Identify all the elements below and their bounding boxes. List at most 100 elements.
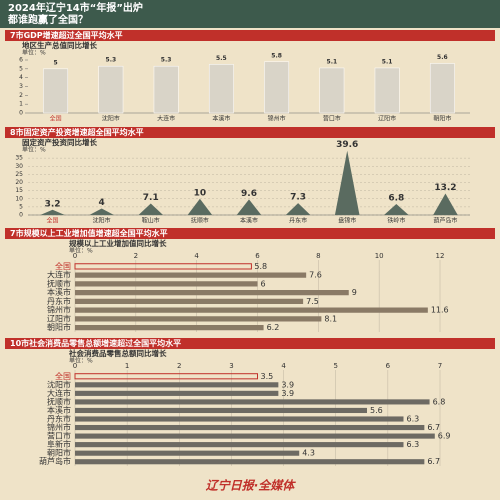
spike — [285, 203, 311, 215]
value-label: 5.6 — [370, 406, 383, 415]
value-label: 7.1 — [143, 193, 159, 203]
bar — [75, 382, 279, 388]
value-label: 8.1 — [324, 314, 337, 323]
bar — [75, 298, 304, 304]
value-label: 6.2 — [267, 323, 280, 332]
x-tick-label: 0 — [73, 252, 77, 260]
y-tick-label: 3 — [19, 83, 23, 90]
chart-title: 固定资产投资同比增长 — [22, 137, 97, 147]
value-label: 3.2 — [45, 199, 61, 209]
section-banner — [5, 228, 495, 239]
y-tick-label: 0 — [19, 212, 23, 219]
bar — [75, 325, 264, 331]
category-label: 锦州市 — [47, 422, 71, 432]
bar — [75, 316, 322, 322]
chart-title: 社会消费品零售总额同比增长 — [68, 348, 167, 358]
value-label: 6.3 — [407, 440, 420, 449]
bar — [75, 272, 307, 278]
footer: 辽宁日报·全媒体 — [206, 479, 297, 493]
chart-title: 规模以上工业增加值同比增长 — [69, 238, 167, 248]
x-tick-label: 本溪市 — [212, 115, 230, 123]
unit-label: 单位：% — [22, 49, 46, 57]
bar — [43, 68, 69, 114]
value-label: 5.3 — [106, 57, 117, 64]
bar — [319, 67, 345, 114]
value-label: 6.8 — [388, 193, 404, 203]
category-label: 大连市 — [47, 270, 71, 280]
category-label: 锦州市 — [47, 305, 71, 315]
value-label: 7.6 — [309, 271, 322, 280]
x-tick-label: 6 — [255, 252, 260, 260]
spike — [187, 198, 213, 215]
value-label: 5 — [54, 59, 58, 66]
section-heading: 10市社会消费品零售总额增速超过全国平均水平 — [10, 338, 181, 348]
value-label: 13.2 — [434, 183, 456, 193]
x-tick-label: 10 — [375, 252, 384, 260]
x-tick-label: 4 — [281, 362, 286, 370]
bar — [98, 65, 124, 114]
value-label: 6.3 — [407, 415, 420, 424]
value-label: 5.6 — [437, 54, 448, 61]
x-tick-label: 1 — [125, 362, 129, 370]
value-label: 5.8 — [254, 262, 267, 271]
x-tick-label: 0 — [73, 362, 77, 370]
value-label: 5.1 — [327, 58, 338, 65]
category-label: 朝阳市 — [47, 448, 71, 458]
bar — [75, 290, 349, 296]
bar — [74, 373, 258, 380]
bar — [153, 65, 179, 114]
category-label: 抚顺市 — [47, 396, 71, 406]
category-label: 葫芦岛市 — [39, 456, 71, 466]
bar — [75, 390, 279, 396]
x-tick-label: 全国 — [47, 217, 59, 225]
category-label: 丹东市 — [47, 296, 71, 306]
section-heading: 7市规模以上工业增加值增速超全国平均水平 — [10, 228, 168, 238]
value-label: 6.7 — [427, 423, 440, 432]
x-tick-label: 本溪市 — [240, 217, 258, 225]
y-tick-label: 1 — [19, 101, 23, 108]
x-tick-label: 5 — [333, 362, 337, 370]
category-label: 本溪市 — [47, 287, 71, 297]
category-label: 抚顺市 — [47, 278, 71, 288]
value-label: 5.3 — [161, 57, 172, 64]
bar — [75, 399, 430, 405]
value-label: 3.9 — [281, 389, 294, 398]
value-label: 6.7 — [427, 457, 440, 466]
x-tick-label: 沈阳市 — [102, 115, 120, 123]
bar — [74, 263, 252, 270]
x-tick-label: 沈阳市 — [93, 217, 111, 225]
value-label: 6.9 — [438, 432, 451, 441]
spike — [433, 193, 458, 215]
chart-title: 地区生产总值同比增长 — [22, 40, 97, 50]
title-line: 都谁跑赢了全国？ — [7, 13, 88, 26]
x-tick-label: 锦州市 — [268, 115, 286, 123]
value-label: 9.6 — [241, 189, 257, 199]
bar — [75, 416, 404, 422]
x-tick-label: 3 — [229, 362, 233, 370]
x-tick-label: 2 — [177, 362, 181, 370]
value-label: 9 — [352, 288, 357, 297]
bar — [75, 281, 258, 287]
value-label: 7.5 — [306, 297, 319, 306]
section-banner — [5, 127, 495, 138]
y-tick-label: 5 — [19, 65, 23, 72]
bar — [264, 61, 290, 114]
x-tick-label: 盘锦市 — [338, 217, 356, 225]
x-tick-label: 大连市 — [157, 115, 175, 123]
category-label: 阜新市 — [47, 439, 71, 449]
value-label: 6.8 — [433, 397, 446, 406]
y-tick-label: 20 — [15, 179, 23, 186]
category-label: 朝阳市 — [47, 322, 71, 332]
x-tick-label: 6 — [386, 362, 391, 370]
value-label: 11.6 — [431, 306, 449, 315]
value-label: 10 — [194, 188, 207, 198]
value-label: 4 — [99, 198, 105, 208]
section-banner — [5, 30, 495, 41]
x-tick-label: 铁岭市 — [387, 217, 405, 225]
value-label: 4.3 — [302, 449, 315, 458]
value-label: 3.9 — [281, 380, 294, 389]
y-tick-label: 6 — [19, 57, 23, 64]
section-banner — [5, 338, 495, 349]
bar — [208, 64, 234, 114]
